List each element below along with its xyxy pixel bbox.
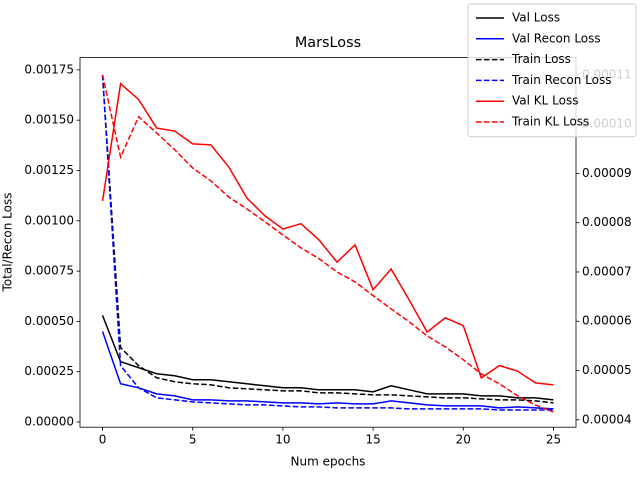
legend-box — [467, 3, 637, 138]
y-tick-label: 0.00050 — [24, 314, 74, 328]
legend-label: Val Loss — [512, 11, 560, 25]
y2-tick-label: 0.00007 — [582, 264, 632, 278]
y-axis-label: Total/Recon Loss — [1, 193, 15, 293]
y-tick-label: 0.00075 — [24, 264, 74, 278]
line-series — [101, 82, 554, 386]
x-tick-label: 15 — [365, 433, 380, 447]
y2-tick-label: 0.00009 — [582, 166, 632, 180]
x-tick-label: 25 — [546, 433, 561, 447]
y-tick-label: 0.00175 — [24, 62, 74, 76]
y-tick-label: 0.00025 — [24, 364, 74, 378]
y-tick-label: 0.00125 — [24, 163, 74, 177]
y-tick-label: 0.00150 — [24, 113, 74, 127]
legend-label: Val KL Loss — [512, 94, 578, 108]
legend-label: Train Loss — [511, 52, 571, 66]
x-tick-label: 5 — [189, 433, 197, 447]
legend-label: Train Recon Loss — [511, 73, 611, 87]
line-series — [101, 74, 554, 411]
chart-title: MarsLoss — [295, 35, 361, 51]
y-tick-label: 0.00000 — [24, 415, 74, 429]
plot-frame — [79, 57, 577, 428]
y2-tick-label: 0.00006 — [582, 314, 632, 328]
x-tick-label: 0 — [99, 433, 107, 447]
x-tick-label: 10 — [275, 433, 290, 447]
line-series — [101, 74, 554, 404]
x-axis-label: Num epochs — [291, 455, 366, 469]
line-series — [101, 315, 554, 401]
y2-tick-label: 0.00004 — [582, 412, 632, 426]
y-tick-label: 0.00100 — [24, 213, 74, 227]
line-series — [101, 74, 554, 413]
legend-label: Val Recon Loss — [512, 31, 601, 45]
legend-label: Train KL Loss — [511, 115, 589, 129]
y2-tick-label: 0.00008 — [582, 215, 632, 229]
y2-tick-label: 0.00005 — [582, 363, 632, 377]
line-series — [101, 331, 554, 410]
x-tick-label: 20 — [456, 433, 471, 447]
